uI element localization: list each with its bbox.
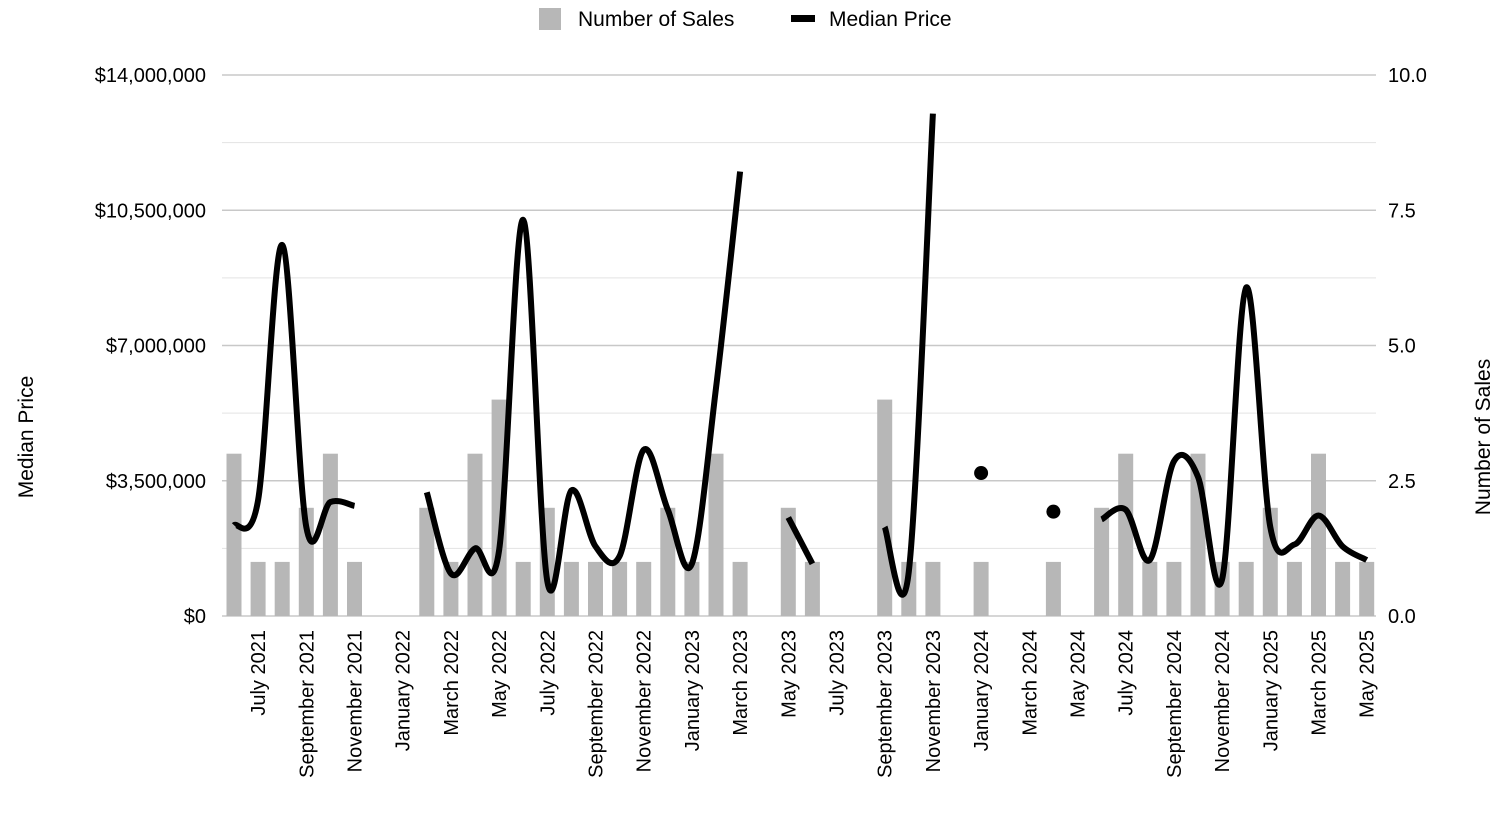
sales-bar bbox=[467, 453, 483, 616]
left-tick-label: $7,000,000 bbox=[106, 336, 206, 358]
sales-bar bbox=[250, 561, 266, 616]
median-price-segment bbox=[1100, 284, 1369, 588]
left-tick-label: $0 bbox=[184, 606, 206, 628]
sales-bar bbox=[973, 561, 989, 616]
x-tick-label: March 2025 bbox=[1309, 630, 1331, 736]
right-axis-title: Number of Sales bbox=[1472, 359, 1495, 515]
x-tick-label: March 2022 bbox=[441, 630, 463, 736]
sales-bar bbox=[563, 561, 579, 616]
right-tick-label: 0.0 bbox=[1388, 606, 1416, 628]
median-price-point bbox=[1046, 504, 1061, 519]
sales-bar bbox=[1238, 561, 1254, 616]
median-price-segment bbox=[881, 113, 936, 598]
x-axis-ticks: July 2021 September 2021 November 2021 Janu… bbox=[248, 630, 1379, 778]
x-tick-label: September 2024 bbox=[1164, 630, 1186, 778]
sales-bar bbox=[226, 453, 242, 616]
x-tick-label: May 2023 bbox=[778, 630, 800, 718]
sales-bar bbox=[708, 453, 724, 616]
x-tick-label: November 2024 bbox=[1212, 630, 1234, 772]
left-tick-label: $3,500,000 bbox=[106, 471, 206, 493]
sales-bar bbox=[274, 561, 290, 616]
sales-bar bbox=[347, 561, 362, 616]
sales-bar bbox=[877, 399, 893, 616]
x-tick-label: September 2021 bbox=[296, 630, 318, 778]
legend-swatch-number-of-sales bbox=[539, 8, 561, 30]
x-tick-label: September 2023 bbox=[875, 630, 897, 778]
x-tick-label: July 2022 bbox=[537, 630, 559, 716]
right-tick-label: 7.5 bbox=[1388, 200, 1416, 222]
sales-bar bbox=[1045, 561, 1061, 616]
right-tick-label: 5.0 bbox=[1388, 336, 1416, 358]
left-axis-ticks: $0 $3,500,000 $7,000,000 $10,500,000 $14,000… bbox=[95, 65, 206, 628]
sales-bar bbox=[322, 453, 338, 616]
x-tick-label: September 2022 bbox=[586, 630, 608, 778]
left-tick-label: $14,000,000 bbox=[95, 65, 206, 87]
x-tick-label: November 2022 bbox=[634, 630, 656, 772]
sales-bar bbox=[515, 561, 531, 616]
sales-bar bbox=[804, 561, 820, 616]
sales-bar bbox=[1094, 507, 1110, 616]
sales-bar bbox=[419, 507, 435, 616]
sales-bar bbox=[636, 561, 652, 616]
sales-bar bbox=[612, 561, 628, 616]
x-tick-label: January 2025 bbox=[1260, 630, 1282, 751]
median-price-point bbox=[974, 466, 989, 481]
sales-bar bbox=[1359, 561, 1375, 616]
sales-bar bbox=[925, 561, 941, 616]
legend-label-number-of-sales: Number of Sales bbox=[578, 8, 734, 31]
median-price-line bbox=[231, 113, 1369, 598]
sales-bar bbox=[588, 561, 603, 616]
x-tick-label: May 2024 bbox=[1068, 630, 1090, 718]
legend: Number of Sales Median Price bbox=[539, 8, 952, 31]
sales-bar bbox=[780, 507, 796, 616]
sales-bar bbox=[1118, 453, 1134, 616]
right-axis-ticks: 0.0 2.5 5.0 7.5 10.0 bbox=[1388, 65, 1427, 628]
sales-bar bbox=[1311, 453, 1326, 616]
gridlines bbox=[222, 74, 1376, 617]
x-tick-label: January 2024 bbox=[971, 630, 993, 751]
x-tick-label: July 2024 bbox=[1116, 630, 1138, 716]
left-tick-label: $10,500,000 bbox=[95, 200, 206, 222]
sales-bar bbox=[1166, 561, 1182, 616]
x-tick-label: November 2021 bbox=[345, 630, 367, 772]
x-tick-label: July 2023 bbox=[827, 630, 849, 716]
legend-label-median-price: Median Price bbox=[829, 8, 952, 31]
x-tick-label: March 2023 bbox=[730, 630, 752, 736]
sales-bar bbox=[1286, 561, 1302, 616]
sales-bar bbox=[684, 561, 700, 616]
left-axis-title: Median Price bbox=[15, 376, 38, 499]
x-tick-label: May 2022 bbox=[489, 630, 511, 718]
median-price-segment bbox=[231, 241, 356, 545]
median-price-segment bbox=[785, 516, 816, 566]
sales-bar bbox=[732, 561, 748, 616]
right-tick-label: 2.5 bbox=[1388, 471, 1416, 493]
legend-swatch-median-price bbox=[791, 15, 815, 22]
sales-bars bbox=[226, 399, 1375, 616]
x-tick-label: May 2025 bbox=[1357, 630, 1379, 718]
x-tick-label: November 2023 bbox=[923, 630, 945, 772]
x-tick-label: July 2021 bbox=[248, 630, 270, 716]
right-tick-label: 10.0 bbox=[1388, 65, 1427, 87]
median-price-segment bbox=[423, 171, 744, 594]
sales-bar bbox=[1142, 561, 1158, 616]
x-tick-label: January 2022 bbox=[393, 630, 415, 751]
sales-bar bbox=[1335, 561, 1351, 616]
x-tick-label: March 2024 bbox=[1019, 630, 1041, 736]
x-tick-label: January 2023 bbox=[682, 630, 704, 751]
sales-bar bbox=[660, 507, 676, 616]
